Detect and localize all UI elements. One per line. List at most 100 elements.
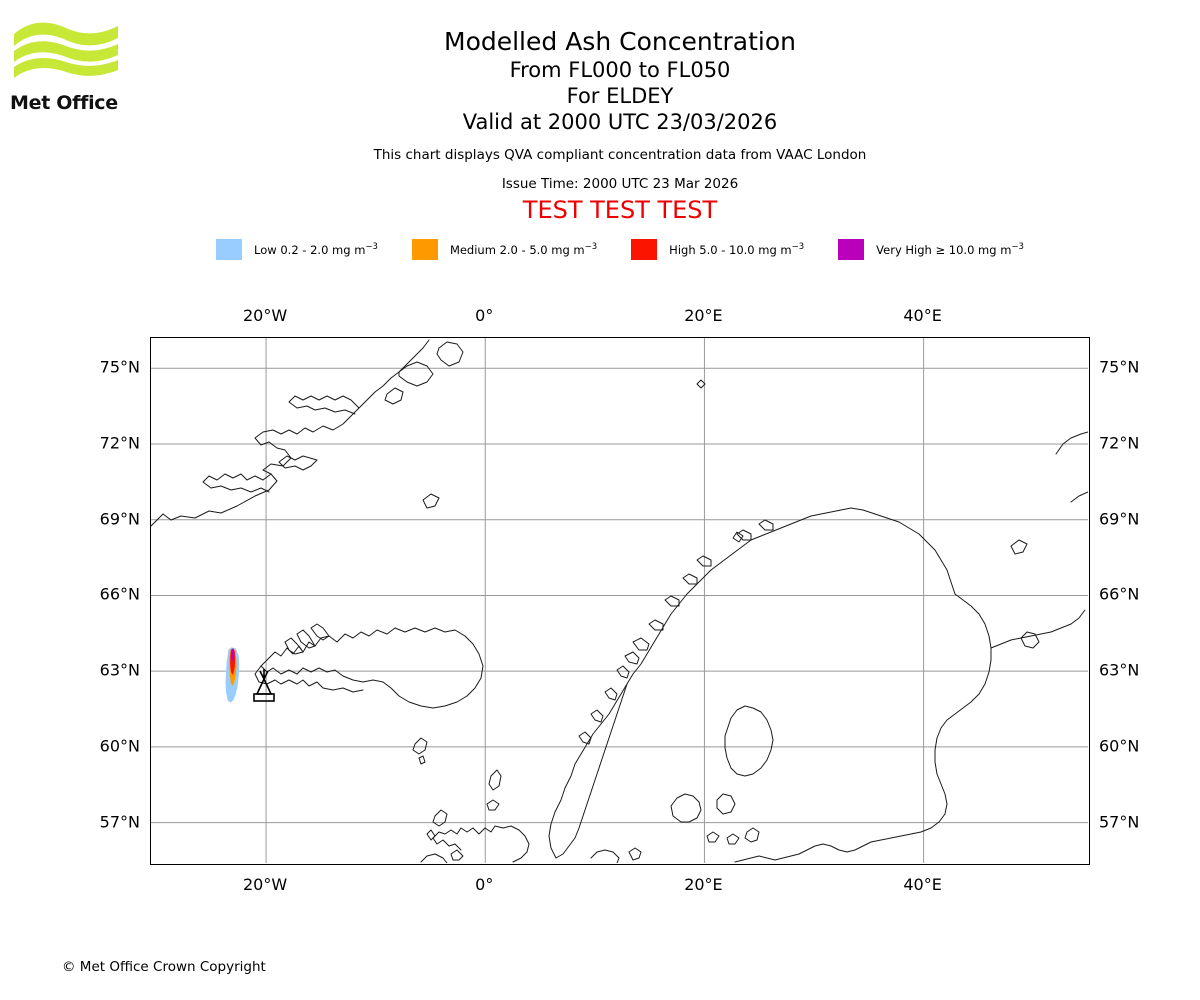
greenland-island-1 — [398, 361, 434, 387]
faroe-islands-south — [418, 755, 426, 765]
denmark-zealand — [628, 847, 642, 861]
baltic-island — [706, 831, 720, 843]
lat-label-left-72°N: 72°N — [99, 433, 140, 453]
legend-item-medium: Medium 2.0 - 5.0 mg m−3 — [411, 239, 598, 260]
volcano-name: For ELDEY — [566, 84, 674, 108]
norway-west-coast — [548, 507, 852, 859]
greenland-fjords-1 — [288, 395, 360, 415]
lat-label-left-60°N: 60°N — [99, 736, 140, 756]
oland — [726, 833, 740, 845]
mageroya — [758, 519, 774, 531]
kola-peninsula-north — [850, 507, 956, 595]
iceland-westfjords-3 — [310, 623, 330, 641]
arnoya — [696, 555, 712, 567]
legend-item-very-high: Very High ≥ 10.0 mg m−3 — [838, 239, 1024, 260]
isle-of-skye — [450, 849, 464, 861]
legend-item-low: Low 0.2 - 2.0 mg m−3 — [216, 239, 378, 260]
coastlines — [151, 339, 1088, 863]
legend-swatch-medium — [411, 239, 438, 260]
legend-swatch-very-high — [838, 239, 865, 260]
greenland-island-3 — [384, 387, 404, 405]
orkney-islands — [486, 799, 500, 811]
bear-island — [696, 379, 706, 389]
plume-contour-very-high — [231, 648, 235, 661]
map-plot-area — [150, 337, 1090, 865]
legend-label-high: High 5.0 - 10.0 mg m−3 — [669, 242, 805, 257]
lake-vattern — [716, 793, 736, 815]
lon-label-top-40°E: 40°E — [903, 306, 942, 325]
lofoten-2 — [624, 651, 640, 665]
hebrides-island — [426, 829, 436, 841]
gulf-of-bothnia-inner — [724, 705, 774, 777]
greenland-coast — [151, 339, 430, 527]
norway-fjord-1 — [578, 731, 592, 745]
qva-note: This chart displays QVA compliant concen… — [373, 147, 867, 163]
iceland-south-west-peninsula — [254, 665, 324, 689]
lon-label-bottom-20°E: 20°E — [684, 875, 723, 894]
volcano-source-marker — [253, 669, 275, 702]
page-title: Modelled Ash Concentration — [444, 27, 796, 56]
lon-label-top-0°: 0° — [475, 306, 494, 325]
lat-label-left-66°N: 66°N — [99, 584, 140, 604]
lofoten-3 — [632, 637, 650, 651]
lat-label-right-57°N: 57°N — [1099, 812, 1140, 832]
lake-vanern — [670, 793, 702, 823]
iceland-westfjords-2 — [296, 629, 316, 649]
lat-label-right-72°N: 72°N — [1099, 433, 1140, 453]
met-office-waves-icon — [14, 22, 118, 78]
ash-plume-contours — [225, 647, 240, 703]
lon-label-top-20°W: 20°W — [242, 306, 288, 325]
lat-label-left-75°N: 75°N — [99, 357, 140, 377]
russia-coast-east — [1050, 609, 1086, 633]
lon-label-bottom-0°: 0° — [475, 875, 494, 894]
jan-mayen — [422, 493, 440, 509]
lat-label-right-63°N: 63°N — [1099, 660, 1140, 680]
arctic-small-island — [1010, 539, 1028, 555]
issue-time: Issue Time: 2000 UTC 23 Mar 2026 — [501, 176, 739, 192]
lat-label-right-75°N: 75°N — [1099, 357, 1140, 377]
denmark-jutland — [590, 849, 620, 863]
senja — [664, 595, 680, 607]
iceland-westfjords-1 — [284, 637, 304, 655]
russia-lake — [1020, 631, 1040, 649]
outer-hebrides — [432, 809, 448, 827]
legend-swatch-low — [216, 239, 243, 260]
faroe-islands — [412, 737, 428, 755]
greenland-fjords-2 — [202, 473, 272, 493]
lat-label-left-57°N: 57°N — [99, 812, 140, 832]
soroya — [736, 529, 752, 541]
ireland-north — [420, 853, 448, 863]
lat-label-left-69°N: 69°N — [99, 509, 140, 529]
russia-north-coast — [990, 631, 1052, 649]
iceland-coast — [260, 627, 484, 709]
arctic-island-coast — [1055, 431, 1088, 455]
arctic-island-coast-2 — [1070, 491, 1088, 503]
norway-island-small — [732, 531, 744, 543]
lon-label-top-20°E: 20°E — [684, 306, 723, 325]
legend-label-very-high: Very High ≥ 10.0 mg m−3 — [876, 242, 1024, 257]
greenland-island-2 — [436, 341, 464, 367]
flight-level-range: From FL000 to FL050 — [509, 58, 731, 82]
white-sea-russia-coast — [870, 593, 992, 843]
lofoten-1 — [616, 665, 630, 679]
scotland-coast — [432, 825, 530, 863]
gulf-of-finland-coast — [774, 841, 872, 861]
copyright-footer: © Met Office Crown Copyright — [62, 959, 266, 975]
norway-fjord-2 — [590, 709, 604, 723]
map-gridlines — [151, 338, 1088, 863]
legend-item-high: High 5.0 - 10.0 mg m−3 — [631, 239, 804, 260]
lat-label-left-63°N: 63°N — [99, 660, 140, 680]
shetland-islands — [488, 769, 502, 791]
vesteralen — [648, 619, 664, 631]
estonia-coast — [734, 855, 776, 863]
legend-swatch-high — [631, 239, 658, 260]
chart-header: Modelled Ash Concentration From FL000 to… — [150, 26, 1090, 224]
met-office-wordmark: Met Office — [10, 92, 118, 114]
map-canvas — [151, 338, 1088, 863]
lat-label-right-66°N: 66°N — [1099, 584, 1140, 604]
norway-fjord-3 — [604, 687, 618, 701]
test-banner: TEST TEST TEST — [522, 196, 718, 224]
legend-label-medium: Medium 2.0 - 5.0 mg m−3 — [449, 242, 598, 257]
kvaloya — [682, 573, 698, 585]
valid-time: Valid at 2000 UTC 23/03/2026 — [462, 110, 778, 134]
